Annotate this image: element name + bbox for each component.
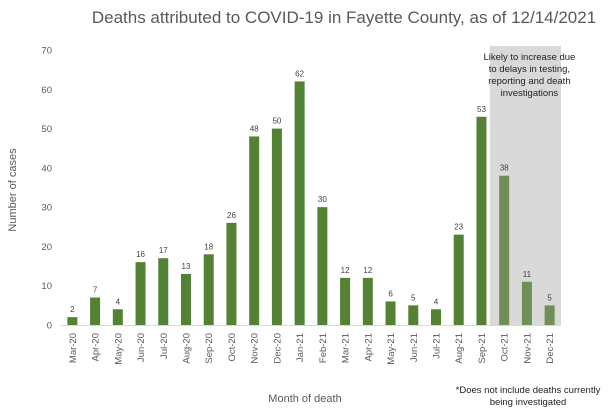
data-label: 5 [411,293,416,302]
data-label: 11 [523,270,532,279]
y-tick-label: 70 [41,46,52,57]
x-tick-label: Mar-21 [341,333,352,363]
footnote-line: *Does not include deaths currently [456,385,601,396]
y-tick-label: 40 [41,163,52,174]
bar-sep-20 [203,254,214,325]
x-tick-label: Jul-20 [159,333,170,359]
data-label: 53 [477,105,486,114]
data-label: 30 [318,195,327,204]
data-label: 62 [295,69,304,78]
x-tick-label: Feb-21 [318,333,329,363]
data-label: 26 [227,211,236,220]
data-label: 4 [116,297,121,306]
y-tick-label: 0 [47,321,52,332]
x-tick-label: Jan-21 [295,333,306,362]
bar-mar-20 [67,317,78,325]
y-axis-ticks: 0 10 20 30 40 50 60 70 [41,46,52,332]
bar-jan-21 [294,81,305,325]
data-label: 17 [159,246,168,255]
bar-aug-20 [181,273,191,325]
bar-mar-21 [340,277,351,325]
x-tick-label: Aug-20 [182,333,193,364]
shaded-region-note-line: reporting and death [488,76,570,87]
x-tick-label: Aug-21 [454,333,465,364]
data-label: 18 [204,242,213,251]
x-tick-label: Mar-20 [68,333,79,363]
data-label: 38 [500,164,509,173]
data-label: 4 [434,297,439,306]
x-tick-label: May-20 [113,333,124,365]
chart-title: Deaths attributed to COVID-19 in Fayette… [92,8,596,27]
bar-nov-20 [249,136,260,325]
bar-may-20 [112,309,123,325]
x-tick-label: Dec-20 [272,333,283,364]
bar-aug-21 [453,234,464,325]
bar-jul-20 [158,258,169,325]
data-label: 50 [272,117,281,126]
x-tick-label: Nov-21 [522,333,533,364]
y-axis-title: Number of cases [7,148,19,232]
data-label: 23 [454,223,463,232]
bar-oct-21 [499,175,510,325]
bar-nov-21 [521,281,532,325]
x-tick-label: Jun-20 [136,333,147,362]
x-tick-label: Oct-20 [227,333,238,362]
bar-jun-21 [408,305,419,325]
x-tick-label: Oct-21 [500,333,511,362]
data-labels: 2 7 4 16 17 13 18 26 48 50 62 30 12 12 6 5 4 23 53 38 11 5 [70,69,552,314]
x-tick-label: Apr-20 [91,333,102,362]
x-tick-label: Dec-21 [545,333,556,364]
shaded-region-note: Likely to increase due to delays in testi… [483,52,575,99]
y-tick-label: 20 [41,242,52,253]
data-label: 16 [136,250,145,259]
y-tick-label: 10 [41,281,52,292]
bar-oct-20 [226,222,237,325]
bar-jul-21 [431,309,441,325]
data-label: 12 [363,266,372,275]
data-label: 5 [547,293,552,302]
bar-apr-21 [362,277,373,325]
x-tick-label: Sep-20 [204,333,215,364]
bar-dec-20 [271,128,282,325]
x-tick-label: Jun-21 [409,333,420,362]
x-tick-label: Jul-21 [432,333,443,359]
x-tick-label: Apr-21 [363,333,374,362]
y-tick-label: 50 [41,124,52,135]
shaded-region-note-line: to delays in testing, [489,64,570,75]
shaded-region-note-line: Likely to increase due [483,52,575,63]
x-axis-tick-labels: Mar-20 Apr-20 May-20 Jun-20 Jul-20 Aug-20 Sep-… [68,333,556,365]
y-tick-label: 30 [41,203,52,214]
bars [67,81,555,326]
shaded-region-note-line: investigations [501,88,559,99]
footnote: *Does not include deaths currently being … [456,385,601,408]
x-tick-label: May-21 [386,333,397,365]
data-label: 12 [341,266,350,275]
footnote-line: being investigated [490,397,567,408]
bar-jun-20 [135,262,146,325]
bar-sep-21 [476,116,487,326]
y-tick-label: 60 [41,85,52,96]
bar-feb-21 [317,207,328,325]
data-label: 13 [182,262,191,271]
x-axis-title: Month of death [268,393,341,405]
x-tick-label: Nov-20 [250,333,261,364]
bar-apr-20 [90,297,101,325]
x-tick-label: Sep-21 [477,333,488,364]
data-label: 7 [93,286,98,295]
data-label: 6 [388,289,393,298]
data-label: 2 [70,305,75,314]
data-label: 48 [250,124,259,133]
bar-may-21 [385,301,396,325]
bar-dec-21 [544,305,555,325]
